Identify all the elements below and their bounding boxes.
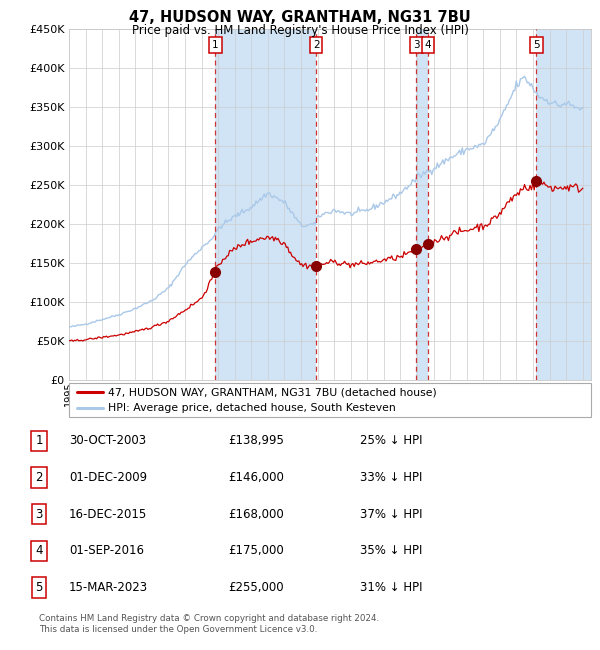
Text: £138,995: £138,995 xyxy=(228,434,284,447)
Text: £168,000: £168,000 xyxy=(228,508,284,521)
Text: 3: 3 xyxy=(35,508,43,521)
Text: 5: 5 xyxy=(35,581,43,594)
Text: 47, HUDSON WAY, GRANTHAM, NG31 7BU: 47, HUDSON WAY, GRANTHAM, NG31 7BU xyxy=(129,10,471,25)
Text: 3: 3 xyxy=(413,40,419,50)
Text: 5: 5 xyxy=(533,40,540,50)
Text: Price paid vs. HM Land Registry's House Price Index (HPI): Price paid vs. HM Land Registry's House … xyxy=(131,24,469,37)
Text: 2: 2 xyxy=(35,471,43,484)
Text: 31% ↓ HPI: 31% ↓ HPI xyxy=(360,581,422,594)
Text: 1: 1 xyxy=(212,40,218,50)
Text: 2: 2 xyxy=(313,40,320,50)
Text: £146,000: £146,000 xyxy=(228,471,284,484)
Text: 01-DEC-2009: 01-DEC-2009 xyxy=(69,471,147,484)
Text: 15-MAR-2023: 15-MAR-2023 xyxy=(69,581,148,594)
Bar xyxy=(536,29,591,380)
Bar xyxy=(416,29,428,380)
Text: 33% ↓ HPI: 33% ↓ HPI xyxy=(360,471,422,484)
Text: 01-SEP-2016: 01-SEP-2016 xyxy=(69,544,144,557)
Text: 37% ↓ HPI: 37% ↓ HPI xyxy=(360,508,422,521)
Text: £175,000: £175,000 xyxy=(228,544,284,557)
Text: £255,000: £255,000 xyxy=(228,581,284,594)
Text: 35% ↓ HPI: 35% ↓ HPI xyxy=(360,544,422,557)
Text: 30-OCT-2003: 30-OCT-2003 xyxy=(69,434,146,447)
Text: 16-DEC-2015: 16-DEC-2015 xyxy=(69,508,147,521)
Bar xyxy=(215,29,316,380)
Text: 4: 4 xyxy=(425,40,431,50)
Text: 4: 4 xyxy=(35,544,43,557)
Text: Contains HM Land Registry data © Crown copyright and database right 2024.
This d: Contains HM Land Registry data © Crown c… xyxy=(39,614,379,634)
Text: 1: 1 xyxy=(35,434,43,447)
Text: HPI: Average price, detached house, South Kesteven: HPI: Average price, detached house, Sout… xyxy=(108,402,396,413)
Text: 47, HUDSON WAY, GRANTHAM, NG31 7BU (detached house): 47, HUDSON WAY, GRANTHAM, NG31 7BU (deta… xyxy=(108,387,437,397)
Text: 25% ↓ HPI: 25% ↓ HPI xyxy=(360,434,422,447)
